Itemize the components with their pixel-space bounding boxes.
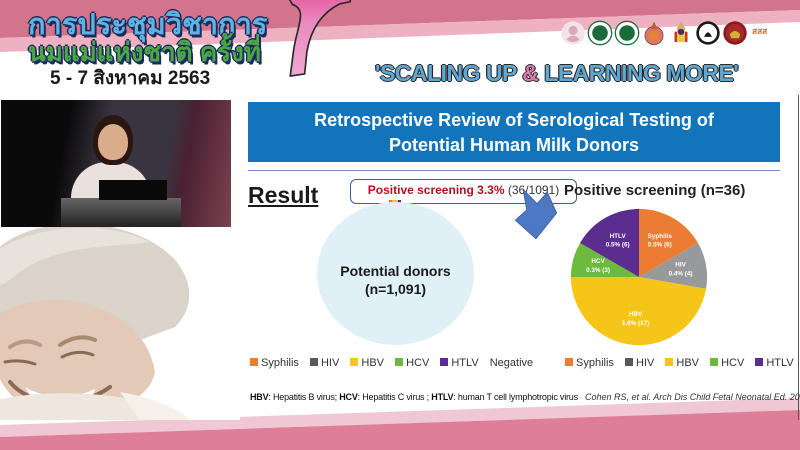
svg-text:สสส: สสส [752,26,768,36]
svg-text:1.6% (17): 1.6% (17) [622,320,649,327]
svg-text:0.4% (4): 0.4% (4) [669,270,693,277]
svg-text:HTLV: HTLV [610,233,627,240]
svg-text:HBV: HBV [629,311,643,318]
svg-text:HCV: HCV [591,258,605,265]
svg-text:HIV: HIV [675,262,686,269]
svg-text:0.3% (3): 0.3% (3) [586,267,610,274]
svg-text:0.5% (6): 0.5% (6) [648,241,672,248]
svg-text:0.5% (6): 0.5% (6) [606,241,630,248]
svg-text:Syphilis: Syphilis [648,233,673,240]
